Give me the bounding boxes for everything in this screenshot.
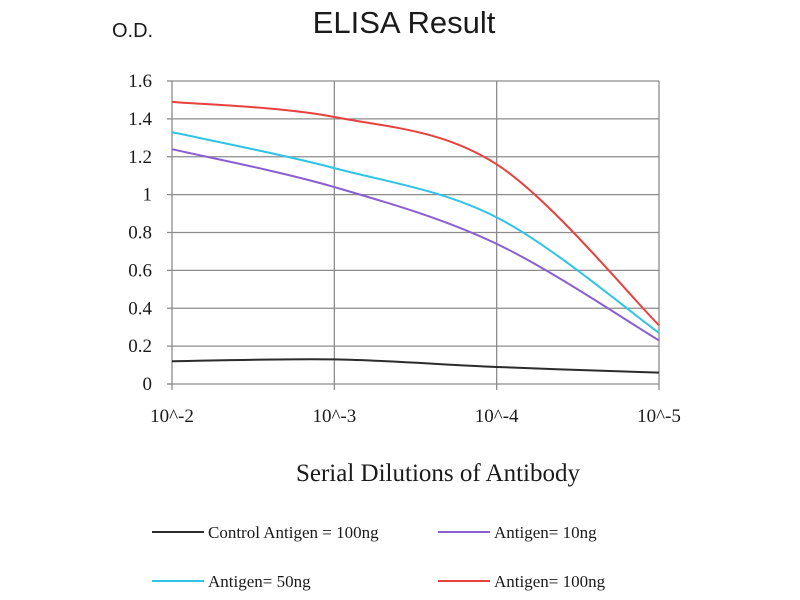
x-axis-label: Serial Dilutions of Antibody bbox=[296, 460, 581, 487]
x-tick-label: 10^-5 bbox=[637, 406, 681, 427]
x-tick-labels: 10^-2 10^-3 10^-4 10^-5 bbox=[150, 406, 681, 427]
gridlines bbox=[172, 80, 660, 384]
x-tick-label: 10^-4 bbox=[475, 406, 519, 427]
y-tick-labels: 0 0.2 0.4 0.6 0.8 1 1.2 1.4 1.6 bbox=[128, 71, 152, 395]
y-tick-label: 0.2 bbox=[128, 336, 152, 357]
y-tick-label: 1.4 bbox=[128, 109, 152, 130]
legend-item-antigen-50ng: Antigen= 50ng bbox=[152, 572, 311, 591]
axes bbox=[167, 80, 660, 390]
series-line-antigen-50ng bbox=[171, 131, 660, 334]
legend-item-antigen-100ng: Antigen= 100ng bbox=[438, 572, 606, 591]
y-tick-label: 0.4 bbox=[128, 298, 152, 319]
legend-label: Antigen= 10ng bbox=[494, 523, 597, 542]
y-tick-label: 1 bbox=[143, 185, 153, 206]
y-axis-label: O.D. bbox=[112, 20, 153, 42]
legend-item-antigen-10ng: Antigen= 10ng bbox=[438, 523, 597, 542]
y-tick-label: 0.8 bbox=[128, 223, 152, 244]
series-line-antigen-100ng bbox=[171, 100, 660, 327]
legend-label: Antigen= 100ng bbox=[494, 572, 606, 591]
chart-title: ELISA Result bbox=[313, 5, 496, 40]
legend-label: Antigen= 50ng bbox=[208, 572, 311, 591]
legend: Control Antigen = 100ng Antigen= 10ng Anti… bbox=[152, 523, 606, 591]
series-line-control-antigen-100ng bbox=[171, 358, 660, 374]
series-line-antigen-10ng bbox=[171, 148, 660, 342]
y-tick-label: 0 bbox=[143, 374, 153, 395]
x-tick-label: 10^-2 bbox=[150, 406, 194, 427]
x-tick-label: 10^-3 bbox=[312, 406, 356, 427]
y-tick-label: 0.6 bbox=[128, 260, 152, 281]
legend-label: Control Antigen = 100ng bbox=[208, 523, 379, 542]
legend-item-control-antigen-100ng: Control Antigen = 100ng bbox=[152, 523, 379, 542]
series-lines bbox=[171, 100, 660, 374]
y-tick-label: 1.6 bbox=[128, 71, 152, 92]
y-tick-label: 1.2 bbox=[128, 147, 152, 168]
